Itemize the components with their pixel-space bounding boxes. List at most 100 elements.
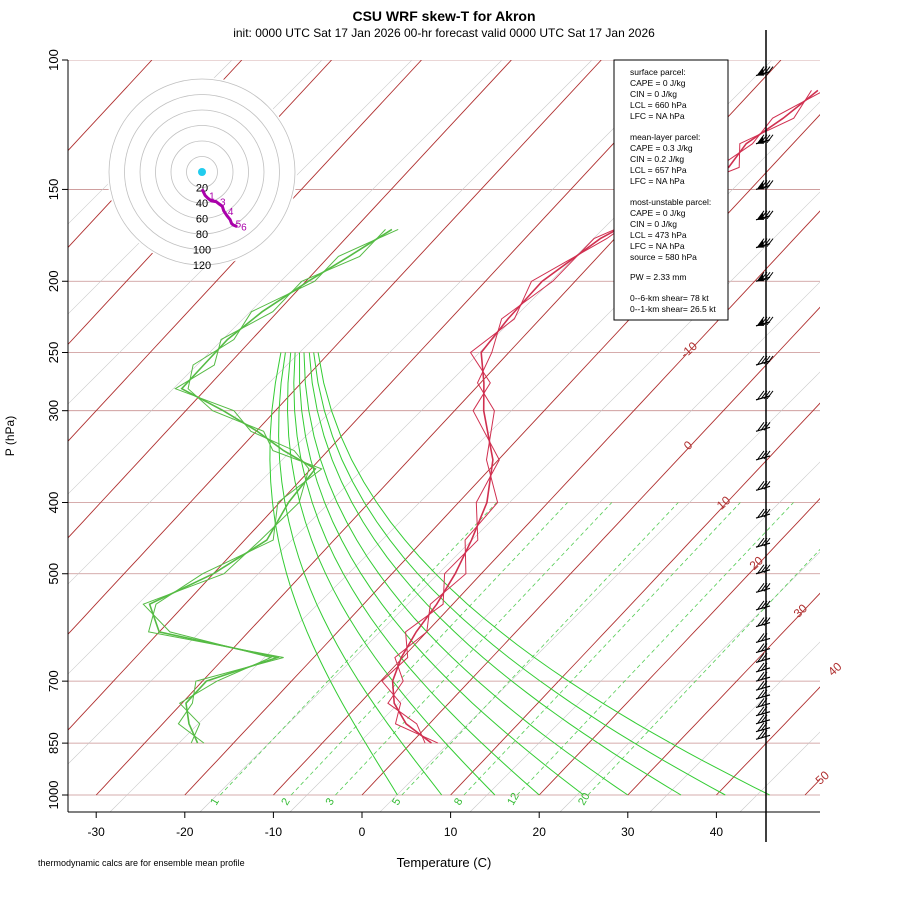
- moist-adiabat-line: [293, 352, 540, 796]
- moist-adiabat-line: [269, 352, 398, 796]
- wind-barb: [755, 633, 771, 643]
- wind-barb-feather: [760, 583, 768, 592]
- isotherm-label: 40: [825, 659, 845, 679]
- shear-0-1km: 0--1-km shear= 26.5 kt: [630, 304, 716, 314]
- wind-barb-feather: [766, 180, 774, 189]
- wind-barb: [755, 355, 774, 366]
- wind-barb-feather: [760, 390, 768, 400]
- wind-barb: [755, 653, 771, 663]
- y-tick-label: 200: [46, 270, 61, 292]
- wind-barb-feather: [760, 689, 768, 699]
- y-axis-title: P (hPa): [3, 416, 17, 456]
- wind-barb-feather: [766, 66, 774, 75]
- wind-barb-feather: [760, 730, 768, 739]
- wind-barb-shaft: [755, 485, 771, 491]
- hodograph-ring-label: 40: [196, 198, 208, 210]
- surface-parcel-line: LFC = NA hPa: [630, 111, 685, 121]
- wind-barb-shaft: [755, 587, 771, 593]
- wind-barb-feather: [757, 633, 765, 642]
- isotherm-line: [68, 60, 692, 731]
- wind-barb-pennant: [757, 239, 764, 248]
- wind-barb-shaft: [755, 513, 771, 519]
- wind-barb: [755, 316, 774, 327]
- wind-barb: [755, 600, 771, 611]
- wind-barb-feather: [760, 671, 768, 681]
- wind-barb-feather: [763, 481, 771, 490]
- wind-barb-shaft: [755, 455, 771, 461]
- wind-barb-feather: [757, 643, 765, 652]
- most-unstable-parcel-line: LFC = NA hPa: [630, 241, 685, 251]
- wind-barb-shaft: [755, 360, 771, 366]
- wind-barb: [755, 643, 771, 654]
- x-tick-label: 20: [533, 825, 547, 839]
- surface-parcel-line: CAPE = 0 J/kg: [630, 78, 686, 88]
- wind-barb-pennant: [757, 135, 764, 144]
- mean-layer-parcel-header: mean-layer parcel:: [630, 132, 700, 142]
- wind-barb-feather: [763, 450, 771, 460]
- y-tick-label: 250: [46, 342, 61, 364]
- wind-barb-feather: [763, 390, 771, 400]
- wind-barb-feather: [760, 508, 768, 518]
- wind-barb: [755, 134, 774, 145]
- wind-barb-feather: [760, 537, 768, 547]
- hodograph-ring-label: 120: [193, 260, 211, 272]
- hodograph-ring: [108, 78, 296, 266]
- dry-adiabat-line: [649, 641, 820, 812]
- wind-barb-feather: [757, 355, 765, 365]
- wind-barb-feather: [757, 390, 765, 400]
- wind-barb-feather: [760, 355, 768, 365]
- wind-barb-feather: [763, 421, 771, 431]
- isotherm-line: [538, 497, 820, 796]
- hodograph-ring-label: 80: [196, 229, 208, 241]
- wind-barb-feather: [760, 643, 768, 652]
- wind-barb-feather: [757, 698, 765, 707]
- wind-barb: [755, 671, 771, 682]
- isotherm-line: [361, 306, 820, 796]
- isobar-lines: [68, 60, 820, 796]
- wind-barb-feather: [760, 698, 768, 707]
- isotherm-line: [273, 210, 820, 796]
- y-tick-label: 400: [46, 492, 61, 514]
- wind-barb-shaft: [755, 702, 771, 708]
- isotherm-label: 0: [681, 438, 696, 453]
- wind-barb: [755, 180, 774, 191]
- wind-barb-feather: [763, 600, 771, 610]
- dry-adiabat-line: [199, 191, 820, 812]
- dry-adiabat-line: [68, 60, 683, 675]
- wind-barb-shaft: [755, 637, 771, 643]
- plot-axes: [67, 60, 820, 813]
- wind-barb-shaft: [755, 667, 771, 673]
- wind-barb-feather: [757, 722, 765, 731]
- x-tick-label: 10: [444, 825, 458, 839]
- wind-barb-feather: [760, 421, 768, 431]
- wind-barb-feather: [760, 600, 768, 610]
- wind-barb-feather: [760, 714, 768, 724]
- isotherm-line: [894, 60, 900, 795]
- wind-barb-feather: [757, 450, 765, 460]
- wind-barb-pennant: [757, 317, 764, 326]
- moist-adiabat-line: [278, 352, 443, 796]
- isotherm-line: [184, 114, 820, 796]
- wind-barb-shaft: [755, 657, 771, 663]
- wind-barb-shaft: [755, 727, 771, 733]
- wind-barb: [755, 390, 774, 401]
- wind-barb-feather: [763, 134, 771, 144]
- most-unstable-parcel-header: most-unstable parcel:: [630, 197, 711, 207]
- wind-barb-feather: [757, 600, 765, 610]
- chart-title: CSU WRF skew-T for Akron: [352, 8, 535, 24]
- wind-barb-shaft: [755, 542, 771, 548]
- dry-adiabat-line: [379, 371, 820, 812]
- wind-barb-feather: [766, 238, 774, 247]
- moist-adiabat-line: [308, 352, 682, 796]
- mixing-ratio-label: 1: [208, 796, 221, 807]
- mixing-ratio-label: 3: [324, 796, 337, 807]
- wind-barb-feather: [760, 617, 768, 626]
- wind-barb-shaft: [755, 694, 771, 700]
- dry-adiabat-line: [68, 60, 593, 585]
- wind-barb-feather: [760, 680, 768, 690]
- wind-barb: [755, 583, 771, 593]
- wind-barb-shaft: [755, 685, 771, 691]
- wind-barb-shaft: [755, 569, 771, 575]
- wind-barb: [755, 537, 771, 548]
